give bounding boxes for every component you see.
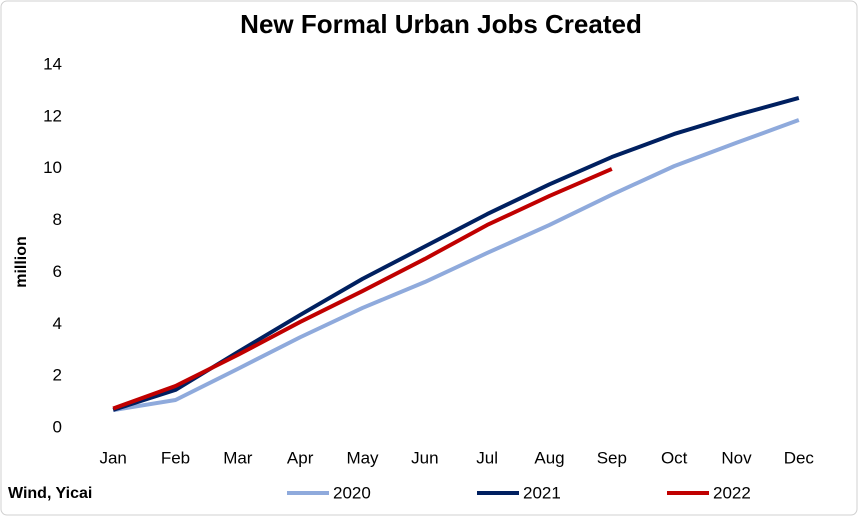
legend-label: 2020 (333, 483, 371, 502)
legend-label: 2021 (523, 483, 561, 502)
legend-label: 2022 (713, 483, 751, 502)
x-tick-label: Sep (597, 448, 627, 467)
x-tick-label: Jan (99, 448, 126, 467)
y-tick-label: 10 (43, 158, 62, 177)
x-tick-label: Aug (534, 448, 564, 467)
y-tick-label: 12 (43, 106, 62, 125)
y-tick-label: 2 (53, 366, 62, 385)
x-tick-label: Jun (411, 448, 438, 467)
chart-title: New Formal Urban Jobs Created (240, 9, 642, 39)
source: Wind, Yicai (8, 485, 92, 502)
y-axis-label: million (13, 236, 30, 288)
y-tick-label: 6 (53, 262, 62, 281)
x-tick-label: May (346, 448, 379, 467)
x-tick-label: Nov (721, 448, 752, 467)
y-tick-label: 14 (43, 54, 62, 73)
x-tick-label: Dec (784, 448, 815, 467)
x-tick-label: Apr (287, 448, 314, 467)
x-tick-label: Jul (476, 448, 498, 467)
x-tick-label: Feb (161, 448, 190, 467)
y-tick-label: 8 (53, 210, 62, 229)
y-tick-label: 0 (53, 417, 62, 436)
y-tick-label: 4 (53, 314, 62, 333)
line-series (112, 167, 613, 411)
line-series (112, 118, 800, 413)
x-tick-label: Oct (661, 448, 688, 467)
x-tick-label: Mar (223, 448, 253, 467)
